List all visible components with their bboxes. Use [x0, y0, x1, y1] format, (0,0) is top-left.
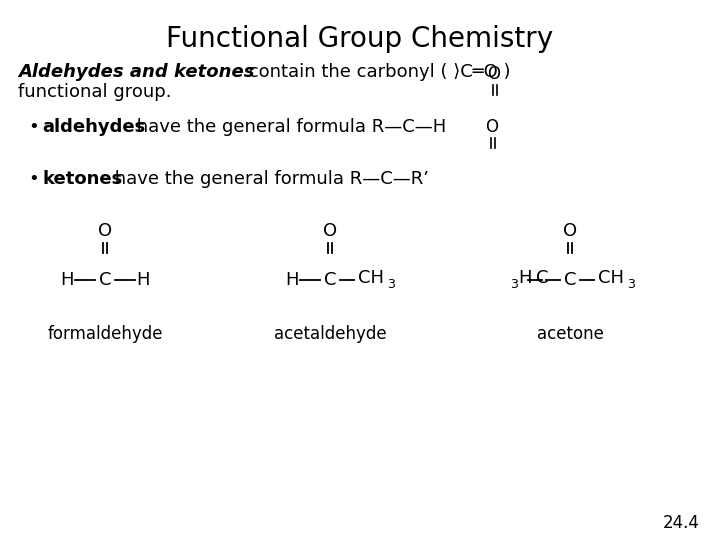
Text: CH: CH	[598, 269, 624, 287]
Text: C: C	[324, 271, 336, 289]
Text: have the general formula R—C—H: have the general formula R—C—H	[131, 118, 446, 136]
Text: aldehydes: aldehydes	[42, 118, 145, 136]
Text: H: H	[136, 271, 150, 289]
Text: acetaldehyde: acetaldehyde	[274, 325, 387, 343]
Text: O: O	[323, 222, 337, 240]
Text: C: C	[564, 271, 576, 289]
Text: H: H	[60, 271, 73, 289]
Text: 3: 3	[510, 278, 518, 291]
Text: Functional Group Chemistry: Functional Group Chemistry	[166, 25, 554, 53]
Text: 3: 3	[627, 278, 635, 291]
Text: acetone: acetone	[536, 325, 603, 343]
Text: CH: CH	[358, 269, 384, 287]
Text: •: •	[28, 170, 39, 188]
Text: ketones: ketones	[42, 170, 122, 188]
Text: C: C	[536, 269, 549, 287]
Text: Aldehydes and ketones: Aldehydes and ketones	[18, 63, 254, 81]
Text: H: H	[518, 269, 531, 287]
Text: O: O	[485, 118, 498, 136]
Text: 24.4: 24.4	[663, 514, 700, 532]
Text: •: •	[28, 118, 39, 136]
Text: 3: 3	[387, 278, 395, 291]
Text: functional group.: functional group.	[18, 83, 171, 101]
Text: O: O	[98, 222, 112, 240]
Text: H: H	[285, 271, 299, 289]
Text: have the general formula R—C—R’: have the general formula R—C—R’	[109, 170, 429, 188]
Text: O: O	[563, 222, 577, 240]
Text: formaldehyde: formaldehyde	[48, 325, 163, 343]
Text: O: O	[487, 65, 500, 83]
Text: contain the carbonyl ( ⟩C═O ): contain the carbonyl ( ⟩C═O )	[243, 63, 510, 81]
Text: C: C	[99, 271, 112, 289]
